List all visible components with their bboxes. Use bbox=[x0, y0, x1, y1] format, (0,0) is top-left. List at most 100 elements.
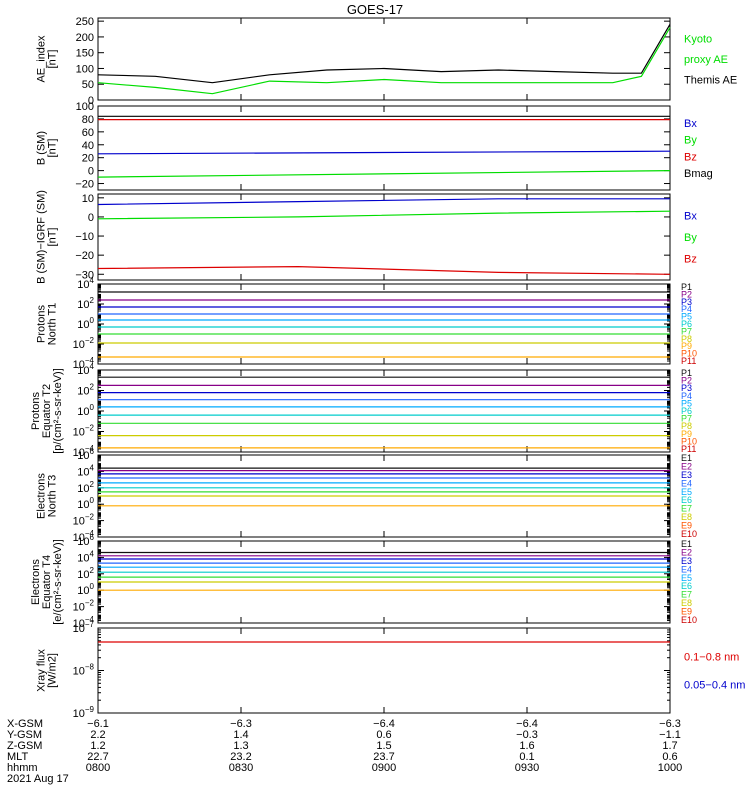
legend-entry: E2 bbox=[681, 461, 692, 471]
panel-3: −30 −20 −10 0 10 B (SM)−IGRF (SM) [nT] Bx By Bz bbox=[36, 190, 698, 284]
legend-entry: E9 bbox=[681, 521, 692, 531]
x-axis-value: 1000 bbox=[657, 762, 683, 774]
legend-entry: E1 bbox=[681, 453, 692, 463]
legend-entry: P11 bbox=[681, 356, 696, 366]
y-tick-exponent: −8 bbox=[85, 663, 95, 672]
y-tick-label: 100 bbox=[77, 582, 94, 597]
y-tick-exponent: 2 bbox=[90, 383, 95, 392]
y-tick-exponent: −2 bbox=[85, 599, 95, 608]
x-axis-value: 0900 bbox=[371, 762, 397, 774]
legend-entry: E10 bbox=[681, 615, 697, 625]
figure-title: GOES-17 bbox=[346, 2, 404, 17]
y-tick-label: 102 bbox=[77, 383, 94, 398]
y-tick-exponent: 6 bbox=[90, 447, 95, 456]
x-axis-value: 0.1 bbox=[519, 751, 535, 763]
y-axis-label: AE_index bbox=[36, 35, 48, 83]
y-tick-label: 0 bbox=[88, 212, 94, 224]
y-tick-label: 100 bbox=[76, 63, 94, 75]
panel-1: 0 50 100 150 200 250 AE_index [nT] Kyoto proxy AE… bbox=[36, 16, 738, 107]
x-axis-value: 1.5 bbox=[376, 740, 392, 752]
legend-entry: E10 bbox=[681, 529, 697, 539]
legend-entry: P7 bbox=[681, 326, 692, 336]
x-axis-value: 1.3 bbox=[233, 740, 249, 752]
x-axis-value: −6.3 bbox=[659, 718, 681, 730]
y-tick-exponent: 4 bbox=[90, 362, 95, 371]
y-tick-label: 0 bbox=[88, 166, 94, 178]
panel-frame bbox=[97, 283, 671, 365]
y-tick-exponent: −4 bbox=[85, 529, 95, 538]
legend-entry: Kyoto bbox=[684, 34, 712, 46]
legend-entry: P1 bbox=[681, 368, 692, 378]
legend-entry: P3 bbox=[681, 383, 692, 393]
legend-entry: Themis AE bbox=[684, 75, 737, 87]
legend-entry: P5 bbox=[681, 398, 692, 408]
y-tick-label: 104 bbox=[77, 276, 94, 291]
legend-entry: P8 bbox=[681, 334, 692, 344]
y-tick-label: 20 bbox=[82, 153, 94, 165]
legend-entry: E1 bbox=[681, 539, 692, 549]
y-tick-label: 102 bbox=[77, 296, 94, 311]
y-tick-label: 10 bbox=[82, 193, 94, 205]
y-axis-label: Electrons bbox=[36, 473, 48, 519]
y-tick-label: −10 bbox=[75, 231, 94, 243]
legend-entry: Bz bbox=[684, 254, 697, 266]
y-tick-exponent: 2 bbox=[90, 566, 95, 575]
y-tick-exponent: −2 bbox=[85, 513, 95, 522]
legend-entry: P9 bbox=[681, 429, 692, 439]
series-line-by bbox=[97, 210, 671, 220]
y-axis-label: B (SM)−IGRF (SM) bbox=[36, 190, 48, 284]
x-axis-value: 0830 bbox=[228, 762, 254, 774]
x-axis-value: −6.1 bbox=[87, 718, 109, 730]
x-axis-value: −6.4 bbox=[516, 718, 538, 730]
y-tick-exponent: −9 bbox=[85, 705, 95, 714]
y-tick-exponent: 6 bbox=[90, 533, 95, 542]
x-axis-row-label: X-GSM bbox=[7, 718, 44, 730]
y-tick-label: 10−2 bbox=[73, 599, 95, 614]
legend-entry: Bx bbox=[684, 118, 697, 130]
series-line-themis-ae bbox=[97, 23, 671, 84]
series-line-kyoto-proxy-ae bbox=[97, 27, 671, 95]
legend-entry: P4 bbox=[681, 391, 692, 401]
x-axis-value: 0.6 bbox=[662, 751, 678, 763]
legend-entry: P6 bbox=[681, 406, 692, 416]
legend-entry: E5 bbox=[681, 487, 692, 497]
legend-entry: Bx bbox=[684, 211, 697, 223]
x-axis-value: 22.7 bbox=[87, 751, 109, 763]
legend-entry: 0.1−0.8 nm bbox=[684, 651, 739, 663]
y-tick-exponent: 2 bbox=[90, 296, 95, 305]
y-tick-label: 104 bbox=[77, 463, 94, 478]
y-tick-exponent: 2 bbox=[90, 480, 95, 489]
x-axis-row-label: hhmm bbox=[7, 762, 38, 774]
y-axis-label: Equator T4 bbox=[41, 555, 53, 609]
series-line-by bbox=[97, 170, 671, 178]
y-axis-label: [W/m2] bbox=[47, 653, 59, 688]
x-axis-value: 23.7 bbox=[373, 751, 395, 763]
y-axis-label: [nT] bbox=[47, 139, 59, 158]
x-axis-value: 0.6 bbox=[376, 729, 392, 741]
legend-entry: P6 bbox=[681, 319, 692, 329]
y-tick-label: 106 bbox=[77, 533, 94, 548]
y-tick-exponent: −7 bbox=[85, 620, 95, 629]
y-tick-exponent: −4 bbox=[85, 356, 95, 365]
y-tick-label: 10−7 bbox=[73, 620, 95, 635]
x-axis-value: 2.2 bbox=[90, 729, 106, 741]
y-tick-label: 200 bbox=[76, 32, 94, 44]
x-axis-value: 1.2 bbox=[90, 740, 106, 752]
x-axis-value: −6.3 bbox=[230, 718, 252, 730]
y-tick-label: 10−8 bbox=[73, 663, 95, 678]
legend-entry: E8 bbox=[681, 512, 692, 522]
y-tick-label: 0 bbox=[88, 95, 94, 107]
legend-entry: 0.05−0.4 nm bbox=[684, 680, 745, 692]
y-axis-label: [nT] bbox=[47, 50, 59, 69]
legend-entry: E2 bbox=[681, 547, 692, 557]
y-tick-label: −20 bbox=[75, 179, 94, 191]
y-tick-label: 100 bbox=[76, 101, 94, 113]
x-axis-row-label: Z-GSM bbox=[7, 740, 43, 752]
legend-entry: P10 bbox=[681, 436, 697, 446]
